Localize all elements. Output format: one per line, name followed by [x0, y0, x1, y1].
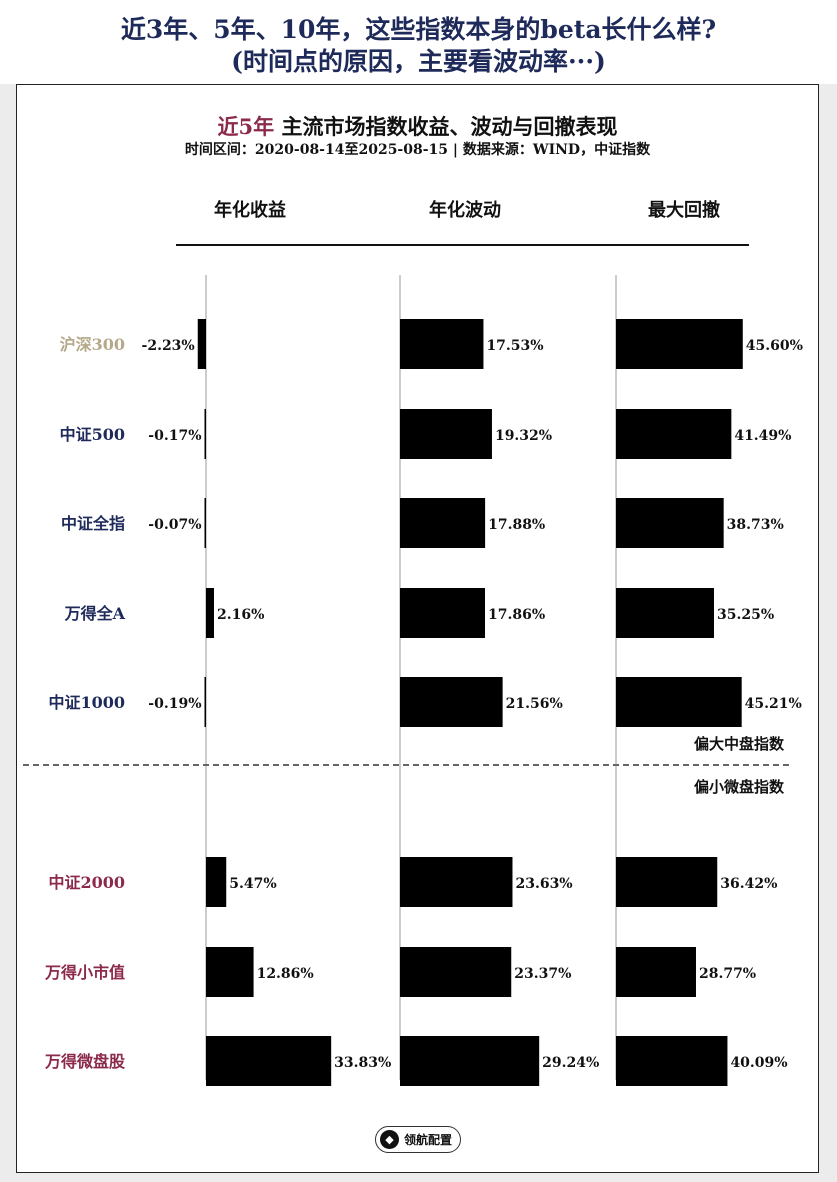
bar-2	[400, 319, 484, 369]
data-label-2: 29.24%	[542, 1055, 599, 1071]
panel-header-3: 最大回撤	[648, 199, 720, 221]
data-label-2: 17.86%	[488, 607, 545, 623]
data-label-3: 41.49%	[734, 428, 791, 444]
bar-3	[616, 1036, 728, 1086]
bar-2	[400, 947, 512, 997]
data-label-2: 17.53%	[486, 338, 543, 354]
group-label-small-micro: 偏小微盘指数	[694, 778, 785, 796]
panel-header-1: 年化收益	[214, 199, 286, 221]
logo-badge: ◆ 领航配置	[375, 1126, 461, 1153]
chart-subtitle: 时间区间：2020-08-14至2025-08-15 | 数据来源：WIND，中…	[184, 142, 651, 158]
data-label-3: 45.21%	[745, 696, 802, 712]
bar-1	[197, 319, 206, 369]
group-label-large-mid: 偏大中盘指数	[694, 735, 785, 753]
chart-title-accent: 近5年	[217, 114, 275, 139]
bar-3	[616, 947, 696, 997]
bar-2	[400, 409, 492, 459]
bar-1	[206, 947, 254, 997]
page-subtitle: (时间点的原因，主要看波动率···)	[231, 47, 606, 76]
data-label-3: 35.25%	[717, 607, 774, 623]
compass-icon: ◆	[380, 1130, 399, 1149]
category-label: 中证2000	[48, 873, 125, 892]
panel-header-2: 年化波动	[429, 199, 501, 221]
data-label-1: -0.07%	[148, 517, 201, 533]
data-label-1: -0.19%	[148, 696, 201, 712]
chart-title-rest: 主流市场指数收益、波动与回撤表现	[274, 114, 618, 139]
page-title: 近3年、5年、10年，这些指数本身的beta长什么样?	[120, 15, 717, 44]
data-label-1: 2.16%	[217, 607, 264, 623]
category-label: 沪深300	[60, 335, 125, 354]
bar-2	[400, 1036, 540, 1086]
bar-3	[616, 857, 718, 907]
data-label-1: 5.47%	[229, 876, 276, 892]
bar-2	[400, 677, 503, 727]
bar-3	[616, 588, 714, 638]
bar-1	[206, 1036, 332, 1086]
bar-3	[616, 409, 732, 459]
category-label: 万得全A	[64, 604, 126, 623]
data-label-3: 28.77%	[699, 966, 756, 982]
category-label: 中证1000	[48, 693, 125, 712]
bar-1	[206, 857, 227, 907]
bar-1	[204, 498, 206, 548]
data-label-2: 19.32%	[495, 428, 552, 444]
chart-title: 近5年 主流市场指数收益、波动与回撤表现	[17, 111, 818, 141]
data-label-3: 38.73%	[727, 517, 784, 533]
data-label-1: 33.83%	[334, 1055, 391, 1071]
bar-2	[400, 498, 486, 548]
bar-3	[616, 319, 743, 369]
category-label: 中证全指	[61, 514, 125, 533]
data-label-3: 36.42%	[720, 876, 777, 892]
data-label-2: 23.63%	[515, 876, 572, 892]
category-label: 中证500	[60, 425, 125, 444]
data-label-2: 17.88%	[488, 517, 545, 533]
data-label-1: -0.17%	[148, 428, 201, 444]
data-label-3: 40.09%	[730, 1055, 787, 1071]
data-label-2: 21.56%	[506, 696, 563, 712]
category-label: 万得微盘股	[44, 1052, 126, 1071]
bar-3	[616, 677, 742, 727]
data-label-1: -2.23%	[142, 338, 195, 354]
logo-text: 领航配置	[404, 1133, 453, 1147]
data-label-1: 12.86%	[257, 966, 314, 982]
data-label-3: 45.60%	[746, 338, 803, 354]
bar-1	[204, 409, 206, 459]
bar-3	[616, 498, 724, 548]
bar-2	[400, 857, 513, 907]
bar-1	[204, 677, 206, 727]
data-label-2: 23.37%	[514, 966, 571, 982]
bar-1	[206, 588, 214, 638]
bar-2	[400, 588, 486, 638]
page-header: 近3年、5年、10年，这些指数本身的beta长什么样? (时间点的原因，主要看波…	[0, 0, 837, 84]
chart-card: 近5年 主流市场指数收益、波动与回撤表现 时间区间：2020-08-14至202…	[16, 84, 819, 1173]
category-label: 万得小市值	[44, 963, 125, 982]
